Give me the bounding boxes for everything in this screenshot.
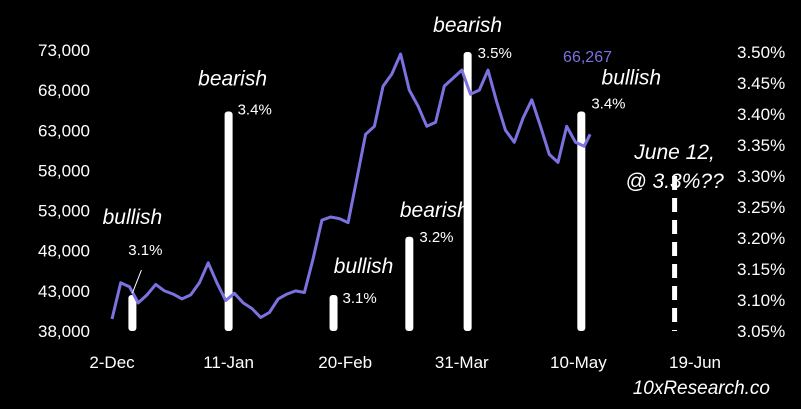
annotation-label: bearish <box>400 199 469 222</box>
annotation-label: bearish <box>198 68 267 91</box>
watermark-text: 10xResearch.co <box>633 378 770 399</box>
y-left-tick-label: 38,000 <box>38 322 90 341</box>
y-right-tick-label: 3.35% <box>737 136 785 155</box>
price-line <box>110 52 592 320</box>
annotation-value: 3.4% <box>238 102 272 119</box>
y-right-tick-label: 3.30% <box>737 167 785 186</box>
x-tick-label: 19-Jun <box>669 353 721 372</box>
rate-bar <box>463 52 472 331</box>
y-right-tick-label: 3.45% <box>737 74 785 93</box>
y-left-tick-label: 73,000 <box>38 41 90 60</box>
projection-label-line1: June 12, <box>633 141 715 164</box>
annotation-label: bullish <box>334 255 394 278</box>
y-right-tick-label: 3.15% <box>737 260 785 279</box>
annotation-label: bullish <box>602 67 662 90</box>
y-right-tick-label: 3.40% <box>737 105 785 124</box>
y-right-tick-label: 3.10% <box>737 291 785 310</box>
last-price-label: 66,267 <box>563 49 612 66</box>
y-left-tick-label: 63,000 <box>38 121 90 140</box>
y-left-tick-label: 53,000 <box>38 202 90 221</box>
x-tick-label: 10-May <box>550 353 607 372</box>
annotation-value: 3.1% <box>343 290 377 307</box>
y-right-tick-label: 3.50% <box>737 43 785 62</box>
y-left-tick-label: 58,000 <box>38 161 90 180</box>
rate-bar <box>224 111 233 332</box>
x-tick-label: 11-Jan <box>203 353 254 372</box>
annotation-value: 3.2% <box>419 229 453 246</box>
rate-bar <box>329 295 338 331</box>
x-tick-label: 2-Dec <box>89 353 135 372</box>
x-tick-label: 20-Feb <box>318 353 372 372</box>
annotation-label: bearish <box>433 14 502 37</box>
annotation-value: 3.4% <box>591 96 625 113</box>
y-right-tick-label: 3.20% <box>737 229 785 248</box>
rate-bar <box>405 236 414 331</box>
annotation-value: 3.5% <box>478 45 512 62</box>
annotation-label: bullish <box>103 206 163 229</box>
y-right-tick-label: 3.05% <box>737 322 785 341</box>
rate-bar <box>577 111 586 332</box>
projection-label-line2: @ 3.3%?? <box>625 170 724 193</box>
y-right-tick-label: 3.25% <box>737 198 785 217</box>
y-left-tick-label: 48,000 <box>38 242 90 261</box>
rate-bar <box>128 295 137 331</box>
leader-line <box>131 269 142 294</box>
annotation-value: 3.1% <box>128 242 162 259</box>
x-tick-label: 31-Mar <box>435 353 489 372</box>
y-left-tick-label: 43,000 <box>38 282 90 301</box>
y-left-tick-label: 68,000 <box>38 81 90 100</box>
